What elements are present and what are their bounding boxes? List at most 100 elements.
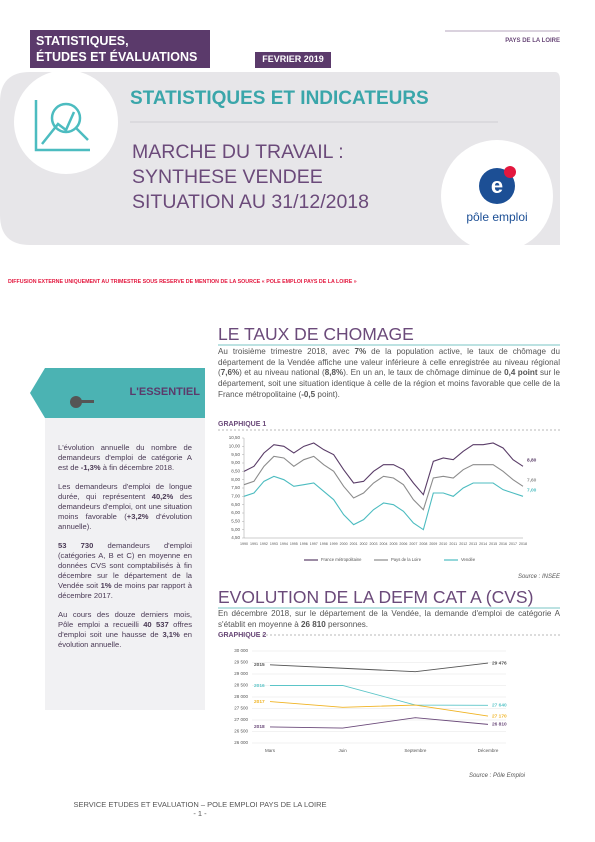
series-box xyxy=(30,30,210,68)
value-label: 7,00 xyxy=(527,488,537,494)
x-tick-label: 2010 xyxy=(439,542,447,546)
text-run: ) et au niveau national ( xyxy=(239,368,325,378)
bold-text: 7% xyxy=(354,347,367,356)
paragraph: 53 730 demandeurs d'emploi (catégories A… xyxy=(58,541,192,601)
y-tick-label: 26 500 xyxy=(234,729,248,734)
text-run: Au cours des douze derniers mois, Pôle e… xyxy=(58,610,192,630)
x-tick-label: Mars xyxy=(265,748,276,753)
y-tick-label: 8,50 xyxy=(231,469,240,474)
logo-text: pôle emploi xyxy=(466,210,528,224)
series-line xyxy=(270,685,489,706)
series-line xyxy=(243,442,524,496)
legend-label: 2015 xyxy=(254,662,265,668)
legend-label: 2016 xyxy=(254,683,265,689)
chart-title: GRAPHIQUE 2 xyxy=(218,632,267,639)
footer: SERVICE ETUDES ET EVALUATION – POLE EMPL… xyxy=(40,800,360,818)
source: Source : Pôle Emploi xyxy=(468,773,525,779)
x-tick-label: 2013 xyxy=(469,542,477,546)
bold-text: 40,2% xyxy=(151,492,174,502)
x-tick-label: Septembre xyxy=(404,748,427,753)
text-run: de la population active, le taux de chôm… xyxy=(218,347,560,378)
date-box xyxy=(255,52,331,68)
value-label: 27 170 xyxy=(492,713,507,719)
title-line: MARCHE DU TRAVAIL : xyxy=(132,141,344,163)
region: PAYS DE LA LOIRE xyxy=(505,38,560,44)
x-tick-label: 2009 xyxy=(429,542,437,546)
essentiel-body xyxy=(45,418,205,710)
chart: 26 000 26 500 27 000 27 500 28 000 28 500 29 0… xyxy=(234,648,507,753)
bold-text: 40 537 xyxy=(143,620,169,630)
text-run: des demandeurs d'emploi, ont une situati… xyxy=(58,492,192,522)
main-title: MARCHE DU TRAVAIL : SYNTHESE VENDEE SITU… xyxy=(132,140,369,215)
heading: LE TAUX DE CHOMAGE xyxy=(218,324,414,344)
text-run: personnes. xyxy=(325,619,369,629)
y-tick-label: 29 000 xyxy=(234,671,248,676)
y-tick-label: 7,50 xyxy=(231,485,240,490)
legend-label: Vendée xyxy=(461,557,476,562)
y-tick-label: 8,00 xyxy=(231,477,240,482)
essentiel-text: L'évolution annuelle du nombre de demand… xyxy=(58,443,192,650)
y-tick-label: 6,50 xyxy=(231,502,240,507)
x-tick-label: 2006 xyxy=(399,542,407,546)
series-line: ÉTUDES ET ÉVALUATIONS xyxy=(36,50,198,64)
icon-circle xyxy=(14,70,118,174)
text-run: Les demandeurs d'emploi de longue durée,… xyxy=(58,482,192,502)
y-tick-label: 28 000 xyxy=(234,694,248,699)
legend-label: France métropolitaine xyxy=(321,557,362,562)
bold-text: 53 730 xyxy=(58,541,94,551)
text-run: En décembre 2018, sur le département de … xyxy=(218,609,560,629)
chart-title: GRAPHIQUE 1 xyxy=(218,421,267,428)
x-tick-label: 2001 xyxy=(350,542,358,546)
x-tick-label: 1997 xyxy=(310,542,318,546)
text-run: en évolution annuelle. xyxy=(58,630,192,650)
series-line xyxy=(243,475,524,531)
x-tick-label: 2002 xyxy=(360,542,368,546)
paragraph: Au troisième trimestre 2018, avec 7% de … xyxy=(218,347,560,400)
y-tick-label: 5,00 xyxy=(231,527,240,532)
series-label: STATISTIQUES, ÉTUDES ET ÉVALUATIONS xyxy=(36,33,197,65)
y-tick-label: 27 500 xyxy=(234,706,248,711)
logo-e: e xyxy=(491,173,503,198)
logo-dot xyxy=(504,166,516,178)
bold-text: 0,4 point xyxy=(504,368,538,378)
value-label: 26 810 xyxy=(492,722,507,728)
y-tick-label: 27 000 xyxy=(234,717,248,722)
bold-text: -1,3% xyxy=(80,463,101,473)
x-tick-label: 1999 xyxy=(330,542,338,546)
x-tick-label: 2003 xyxy=(370,542,378,546)
y-tick-label: 29 500 xyxy=(234,660,248,665)
legend-label: 2017 xyxy=(254,699,265,705)
text-run: point). xyxy=(315,389,340,399)
x-tick-label: 2018 xyxy=(519,542,527,546)
value-label: 29 476 xyxy=(492,660,507,666)
y-tick-label: 5,50 xyxy=(231,519,240,524)
footer-text: SERVICE ETUDES ET EVALUATION – POLE EMPL… xyxy=(73,800,327,809)
x-tick-label: 2000 xyxy=(340,542,348,546)
paragraph: L'évolution annuelle du nombre de demand… xyxy=(58,443,192,473)
text-run: de moins par rapport à décembre 2017. xyxy=(58,581,192,601)
series-line xyxy=(269,717,489,729)
x-tick-label: 1990 xyxy=(240,542,248,546)
y-tick-label: 30 000 xyxy=(234,648,248,653)
page-number: - 1 - xyxy=(193,809,207,818)
chart: 4,50 5,00 5,50 6,00 6,50 7,00 7,50 8,00 8,50 9,00… xyxy=(229,435,537,562)
x-tick-label: 1996 xyxy=(300,542,308,546)
key-icon xyxy=(70,396,94,408)
x-tick-label: 2007 xyxy=(409,542,417,546)
y-tick-label: 10,00 xyxy=(229,444,241,449)
series-line xyxy=(243,455,524,511)
paragraph: En décembre 2018, sur le département de … xyxy=(218,609,560,630)
heading: EVOLUTION DE LA DEFM CAT A (CVS) xyxy=(218,587,534,607)
x-tick-label: 2008 xyxy=(419,542,427,546)
x-tick-label: 2017 xyxy=(509,542,517,546)
x-tick-label: 2016 xyxy=(499,542,507,546)
text-run: à fin décembre 2018. xyxy=(100,463,175,473)
y-tick-label: 4,50 xyxy=(231,535,240,540)
logo-mark xyxy=(479,168,515,204)
title-line: SITUATION AU 31/12/2018 xyxy=(132,191,369,213)
bold-text: +3,2% xyxy=(126,512,149,522)
x-tick-label: 1994 xyxy=(280,542,288,546)
y-tick-label: 28 500 xyxy=(234,683,248,688)
